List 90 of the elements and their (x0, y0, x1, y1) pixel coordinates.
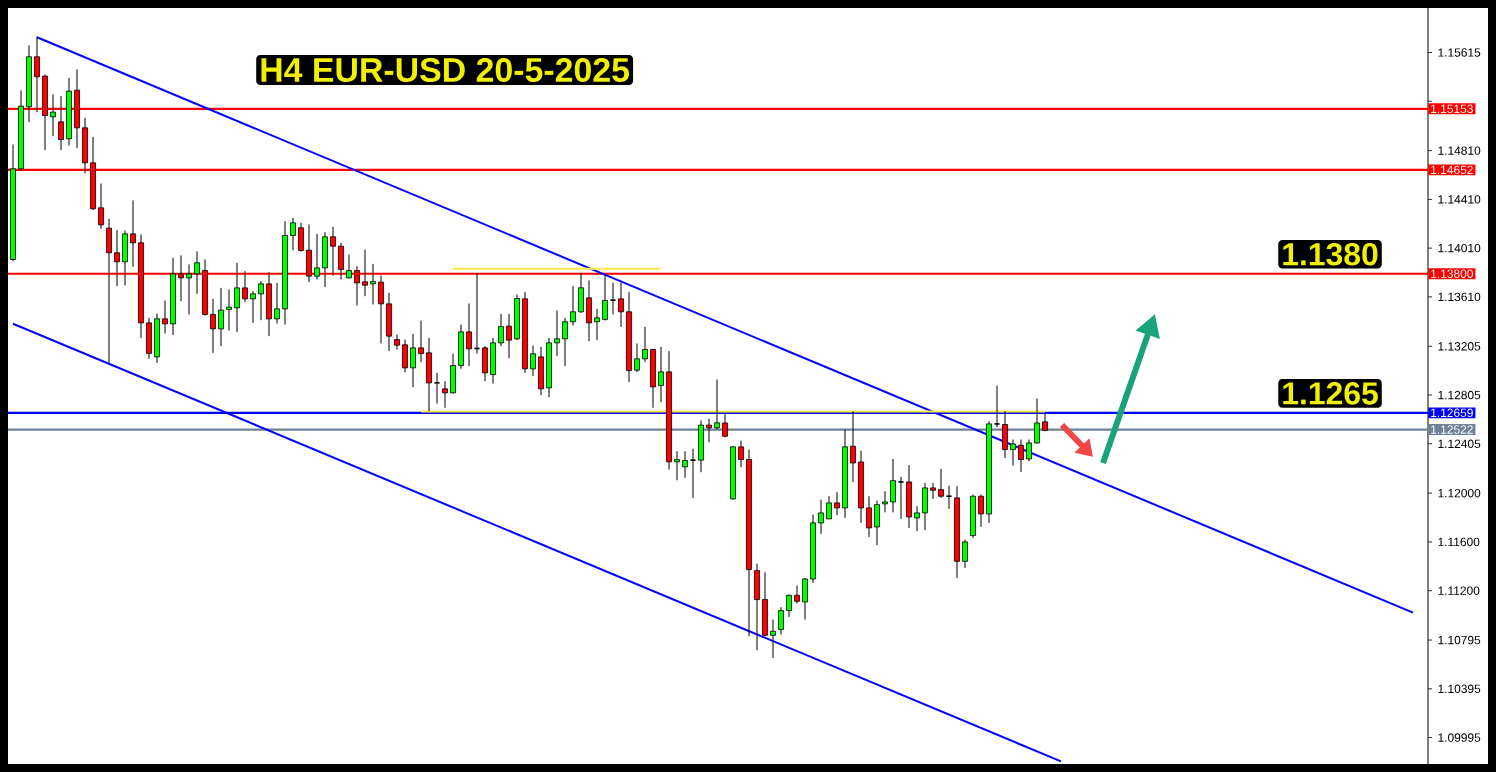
y-tick-label: 1.13205 (1438, 342, 1481, 351)
candlestick (993, 385, 1001, 428)
candlestick (346, 253, 352, 279)
y-tick-label: 1.09995 (1438, 733, 1481, 742)
candlestick (554, 309, 560, 357)
candlestick (498, 313, 504, 347)
candlestick (890, 458, 896, 513)
candlestick (402, 339, 408, 373)
candlestick (234, 262, 240, 333)
candlestick (738, 440, 744, 468)
annotation: 1.1380 (1283, 242, 1378, 266)
candlestick (682, 450, 688, 479)
candlestick (530, 345, 536, 377)
candlestick (706, 418, 712, 443)
candlestick (298, 222, 304, 253)
candlestick (466, 302, 472, 367)
candlestick (1018, 439, 1024, 473)
candlestick (642, 326, 648, 363)
y-tick-label: 1.11600 (1438, 537, 1480, 547)
candlestick (570, 285, 576, 327)
candlestick (770, 619, 776, 659)
candlestick (794, 585, 800, 605)
candlestick (914, 505, 920, 532)
candlestick (714, 379, 720, 431)
candlestick (1034, 398, 1040, 445)
candlestick (274, 282, 280, 324)
ref-line-label: 1.12659 (1431, 408, 1473, 418)
candlestick (826, 495, 832, 520)
candlestick (882, 490, 888, 513)
candlestick (978, 494, 984, 528)
text: H4 EUR-USD 20-5-2025 (261, 58, 630, 82)
candlestick (897, 476, 905, 520)
candlestick (370, 263, 376, 305)
candlestick (866, 495, 872, 538)
candlestick (258, 280, 264, 321)
y-tick-label: 1.12405 (1438, 439, 1481, 449)
ref-line-label: 1.13800 (1431, 269, 1473, 278)
candlestick (226, 288, 232, 332)
y-tick-label: 1.14810 (1438, 146, 1481, 155)
ref-line-label: 1.12522 (1431, 425, 1473, 434)
y-tick-label: 1.10795 (1438, 635, 1481, 645)
y-tick-label: 1.12000 (1438, 488, 1481, 498)
candlestick (98, 183, 104, 230)
candlestick (778, 606, 784, 636)
candlestick (410, 333, 416, 388)
candlestick (618, 282, 624, 328)
y-tick-label: 1.15615 (1438, 48, 1481, 57)
candlestick (250, 290, 256, 324)
ref-line-label: 1.15153 (1431, 104, 1473, 114)
candlestick (394, 334, 400, 351)
candlestick (930, 482, 936, 500)
candlestick (210, 298, 216, 354)
candlestick (418, 320, 424, 363)
candlestick (162, 300, 168, 334)
candlestick (609, 282, 617, 315)
y-tick-label: 1.14410 (1438, 195, 1481, 204)
candlestick (314, 233, 320, 280)
candlestick (186, 263, 192, 315)
y-tick-label: 1.12805 (1438, 390, 1481, 400)
candlestick (194, 250, 200, 295)
candlestick (802, 577, 808, 621)
candlestick (218, 287, 224, 347)
candlestick (130, 199, 136, 268)
y-tick-label: 1.11200 (1438, 586, 1480, 595)
candlestick (818, 499, 824, 535)
candlestick (562, 317, 568, 367)
candlestick (634, 342, 640, 373)
candlestick (658, 346, 664, 403)
candlestick (506, 313, 512, 359)
candlestick (602, 273, 608, 322)
candlestick (1026, 439, 1032, 462)
candlestick (689, 448, 697, 499)
annotation: 1.1265 (1283, 382, 1378, 405)
candlestick (50, 93, 56, 137)
candlestick (834, 491, 840, 516)
candlestick (290, 217, 296, 251)
candlestick (874, 500, 880, 546)
y-tick-label: 1.10395 (1438, 684, 1481, 694)
candlestick (594, 308, 600, 341)
ref-line-label: 1.14652 (1431, 165, 1473, 175)
candlestick (442, 380, 448, 409)
candlestick (674, 450, 680, 481)
candlestick (1010, 439, 1016, 467)
candlestick (962, 539, 968, 569)
y-tick-label: 1.13610 (1438, 292, 1481, 302)
candlestick (938, 468, 944, 499)
candlestick (433, 372, 441, 405)
candlestick (945, 485, 953, 510)
candlestick (850, 410, 856, 483)
y-tick-label: 1.14010 (1438, 243, 1481, 253)
